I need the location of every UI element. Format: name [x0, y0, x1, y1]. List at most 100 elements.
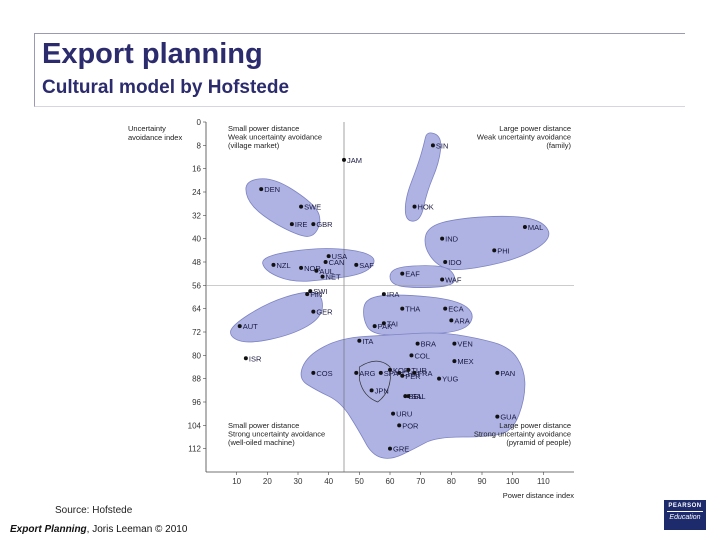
point-label-nor: NOR	[304, 264, 321, 273]
point-label-fin: FIN	[310, 290, 322, 299]
point-label-sin: SIN	[436, 141, 449, 150]
point-tha	[400, 306, 405, 311]
point-label-ita: ITA	[362, 337, 373, 346]
point-label-pan: PAN	[500, 369, 515, 378]
point-mal	[522, 225, 527, 229]
point-swi	[308, 289, 313, 294]
point-ido	[443, 260, 448, 264]
point-nor	[299, 265, 304, 270]
point-kor	[388, 367, 392, 372]
y-tick-label: 8	[197, 141, 202, 150]
cluster-1	[404, 132, 442, 222]
point-spa	[378, 370, 383, 375]
point-label-sal: SAL	[411, 392, 425, 401]
x-tick-label: 20	[263, 477, 272, 486]
point-ire	[289, 222, 294, 227]
point-ven	[452, 341, 457, 346]
x-tick-label: 100	[506, 477, 520, 486]
point-tai	[381, 321, 386, 326]
point-cos	[311, 370, 316, 375]
point-col	[409, 353, 414, 358]
point-isr	[243, 356, 248, 361]
point-mex	[452, 359, 457, 364]
point-label-phi: PHI	[497, 246, 510, 255]
point-label-ven: VEN	[457, 340, 472, 349]
point-label-eaf: EAF	[405, 270, 420, 279]
point-label-uru: URU	[396, 410, 412, 419]
point-label-tai: TAI	[387, 319, 398, 328]
point-label-gre: GRE	[393, 445, 409, 454]
point-label-mex: MEX	[457, 357, 473, 366]
footer: Export Planning, Joris Leeman © 2010	[10, 524, 187, 535]
point-gbr	[311, 222, 316, 227]
point-label-tha: THA	[405, 305, 420, 314]
point-label-net: NET	[326, 273, 341, 282]
point-ara	[449, 318, 454, 323]
point-nzl	[271, 262, 276, 267]
point-bel	[403, 394, 408, 399]
point-fra	[412, 370, 417, 375]
x-tick-label: 80	[447, 477, 456, 486]
y-axis-label: Uncertainty avoidance index	[128, 124, 182, 142]
point-label-swe: SWE	[304, 203, 321, 212]
quadrant-label-bottom-right-line: Strong uncertainty avoidance	[474, 430, 571, 439]
point-tur	[406, 367, 411, 372]
y-tick-label: 64	[192, 305, 201, 314]
point-gua	[495, 414, 500, 419]
point-fin	[305, 292, 310, 297]
y-tick-label: 0	[197, 118, 202, 127]
x-tick-label: 10	[232, 477, 241, 486]
point-label-ger: GER	[316, 308, 333, 317]
point-label-isr: ISR	[249, 354, 262, 363]
quadrant-label-top-left-line: Weak uncertainty avoidance	[228, 133, 322, 142]
point-ger	[311, 309, 316, 314]
pearson-logo: PEARSON Education	[664, 500, 706, 530]
point-gre	[388, 446, 392, 451]
quadrant-label-bottom-left-line: (well-oiled machine)	[228, 438, 295, 447]
point-label-saf: SAF	[359, 261, 374, 270]
point-pak	[372, 324, 377, 329]
point-label-mal: MAL	[528, 223, 543, 232]
slide-subtitle: Cultural model by Hofstede	[42, 77, 290, 98]
x-axis-label: Power distance index	[503, 491, 575, 500]
axes: 0 8 16 24 32 40 48 56 64 72 80 88 96 104 112 10 20 30 40 50…	[128, 118, 574, 500]
footer-bold: Export Planning	[10, 524, 87, 535]
point-label-ido: IDO	[448, 258, 462, 267]
x-tick-label: 70	[416, 477, 425, 486]
point-saf	[354, 262, 359, 267]
point-usa	[326, 254, 331, 259]
point-label-hok: HOK	[418, 203, 434, 212]
y-tick-label: 72	[192, 328, 201, 337]
point-net	[320, 274, 325, 279]
x-tick-label: 110	[537, 477, 550, 486]
point-hok	[412, 204, 417, 209]
point-label-den: DEN	[264, 185, 280, 194]
point-label-jpn: JPN	[375, 386, 389, 395]
point-arg	[354, 370, 359, 375]
quadrant-label-bottom-left: Small power distance Strong uncertainty a…	[228, 421, 325, 447]
point-label-eca: ECA	[448, 305, 463, 314]
y-tick-label: 96	[192, 398, 201, 407]
point-label-arg: ARG	[359, 369, 375, 378]
quadrant-label-bottom-right-line: (pyramid of people)	[506, 438, 571, 447]
point-label-swi: SWI	[313, 287, 327, 296]
point-label-ire: IRE	[295, 220, 308, 229]
quadrant-label-top-right: Large power distance Weak uncertainty avo…	[477, 124, 572, 150]
point-per	[400, 373, 405, 378]
point-por	[397, 423, 402, 428]
x-tick-label: 90	[478, 477, 487, 486]
point-label-usa: USA	[332, 252, 347, 261]
quadrant-label-bottom-right: Large power distance Strong uncertainty a…	[474, 421, 572, 447]
point-jam	[342, 157, 346, 162]
x-tick-label: 30	[294, 477, 303, 486]
point-label-fra: FRA	[418, 369, 433, 378]
y-tick-label: 104	[188, 421, 202, 430]
y-axis-label-line: avoidance index	[128, 133, 182, 142]
point-ind	[440, 236, 445, 241]
cluster-2	[245, 178, 321, 237]
y-tick-label: 16	[192, 165, 201, 174]
x-tick-label: 40	[324, 477, 333, 486]
quadrant-label-bottom-right-line: Large power distance	[499, 421, 571, 430]
point-label-yug: YUG	[442, 375, 458, 384]
